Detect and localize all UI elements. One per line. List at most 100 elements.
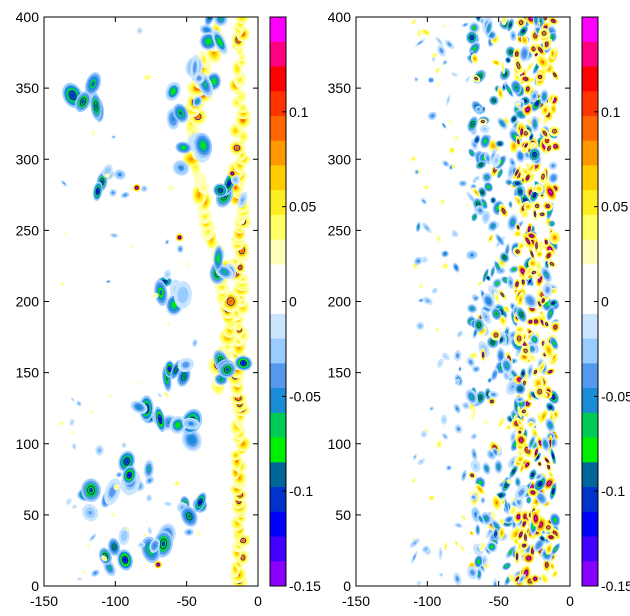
right-wall-blob xyxy=(516,554,518,559)
left-wall-band-blob xyxy=(235,146,239,150)
right-outer-blob xyxy=(457,428,460,430)
left-scatter-blob xyxy=(139,30,141,32)
left-negative-blob xyxy=(198,500,202,505)
left-scatter-blob xyxy=(195,130,198,132)
right-outer-blob xyxy=(413,542,416,545)
left-negative-blob xyxy=(206,39,211,44)
left-negative-blob xyxy=(163,280,167,283)
right-mid-blob xyxy=(491,400,493,403)
left-x-axis: -150 -100 -50 0 xyxy=(30,17,262,609)
left-scatter-blob xyxy=(106,174,109,177)
left-scatter-blob xyxy=(120,301,122,304)
right-outer-blob xyxy=(436,329,438,331)
left-scatter-blob xyxy=(94,572,97,574)
right-outer-blob xyxy=(437,83,439,85)
left-scatter-blob xyxy=(112,192,114,194)
right-outer-blob xyxy=(433,232,435,236)
right-mid-blob-contour xyxy=(490,399,494,404)
left-negative-blob-contour xyxy=(79,97,87,106)
left-negative-blob xyxy=(203,82,207,88)
right-outer-blob xyxy=(425,548,427,551)
right-outer-blob xyxy=(444,61,446,64)
left-negative-blob-contour xyxy=(123,457,130,466)
left-scatter-blob xyxy=(79,578,81,580)
left-wall-band-blob xyxy=(238,77,242,82)
left-scatter-blob xyxy=(98,449,101,452)
left-scatter-blob xyxy=(167,503,169,505)
right-mid-blob xyxy=(473,47,476,51)
right-outer-blob xyxy=(444,265,447,267)
right-outer-blob xyxy=(461,547,464,550)
right-outer-blob xyxy=(440,49,443,52)
left-scatter-blob xyxy=(112,79,115,81)
left-colorbar-tick-label: 0.05 xyxy=(289,199,316,215)
right-outer-blob xyxy=(430,79,432,81)
right-outer-blob xyxy=(473,435,475,438)
left-colorbar-level xyxy=(270,363,286,389)
left-negative-blob xyxy=(161,541,166,547)
right-wall-blob xyxy=(516,182,519,184)
left-scatter-blob xyxy=(60,422,63,425)
right-outer-blob xyxy=(416,171,418,173)
right-outer-blob xyxy=(423,200,425,202)
right-mid-blob xyxy=(511,460,514,464)
left-colorbar: 0.10.050-0.05-0.1-0.15 xyxy=(269,16,321,594)
right-outer-blob xyxy=(454,232,456,235)
left-negative-blob xyxy=(184,363,188,367)
left-scatter-blob xyxy=(72,431,74,434)
left-negative-blob xyxy=(181,292,185,298)
left-colorbar-level xyxy=(270,239,286,265)
right-outer-blob xyxy=(423,258,426,261)
right-outer-blob xyxy=(447,98,449,102)
left-positive-blob xyxy=(189,157,194,162)
right-outer-blob xyxy=(445,545,447,548)
left-negative-blob xyxy=(212,79,216,84)
left-colorbar-level xyxy=(270,511,286,538)
left-negative-blob-contour xyxy=(121,555,129,564)
right-outer-blob xyxy=(418,31,420,35)
left-scatter-blob xyxy=(169,186,172,189)
left-positive-blob xyxy=(228,299,233,304)
left-negative-blob xyxy=(218,188,222,192)
left-x-tick-label: -100 xyxy=(101,593,129,609)
right-mid-blob xyxy=(475,368,477,370)
left-hot-spot-contour xyxy=(177,235,182,240)
left-negative-blob xyxy=(187,514,191,519)
right-mid-blob xyxy=(505,565,508,568)
left-hot-spot-contour xyxy=(156,562,160,567)
right-outer-blob xyxy=(424,31,427,34)
right-outer-blob xyxy=(425,186,428,189)
right-outer-blob xyxy=(472,415,474,418)
right-outer-blob xyxy=(464,24,466,26)
right-outer-blob xyxy=(420,461,423,463)
left-wall-band-blob xyxy=(241,539,245,542)
left-negative-blob-contour xyxy=(93,101,99,112)
left-colorbar-level xyxy=(270,214,286,241)
right-outer-blob xyxy=(444,435,446,438)
right-outer-blob xyxy=(473,453,475,456)
left-scatter-blob xyxy=(91,536,94,539)
left-y-tick-label: 300 xyxy=(16,151,40,167)
right-outer-blob xyxy=(462,182,464,185)
left-scatter-blob xyxy=(159,577,162,580)
left-scatter-blob xyxy=(83,571,85,573)
right-outer-blob xyxy=(433,54,436,57)
left-scatter-blob xyxy=(92,132,94,135)
left-scatter-blob xyxy=(64,233,67,235)
left-scatter-blob xyxy=(115,486,118,488)
left-scatter-blob xyxy=(63,182,65,185)
left-colorbar-level xyxy=(270,289,286,315)
right-outer-blob xyxy=(450,166,452,168)
left-scatter-blob xyxy=(79,467,82,469)
left-wall-band-blob xyxy=(234,260,237,263)
left-scatter-blob xyxy=(148,497,150,499)
left-scatter-blob xyxy=(155,294,157,297)
left-negative-blob-contour xyxy=(217,187,224,194)
right-outer-blob xyxy=(456,354,459,357)
left-negative-blob-contour xyxy=(173,366,179,374)
left-scatter-blob xyxy=(59,540,61,543)
right-outer-blob xyxy=(459,333,461,335)
left-negative-blob-contour xyxy=(159,538,168,549)
left-colorbar-level xyxy=(270,412,286,439)
right-outer-blob xyxy=(425,226,428,229)
